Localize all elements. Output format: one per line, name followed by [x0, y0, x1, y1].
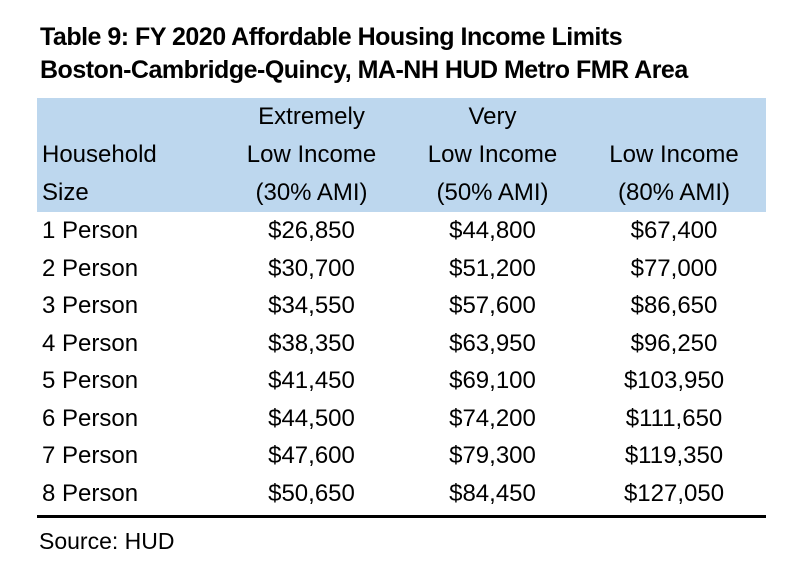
row-low-value: $111,650 — [625, 404, 723, 432]
header-cell-extremely-low-l1: Extremely — [258, 103, 365, 130]
row-extremely-low-value: $38,350 — [268, 329, 355, 357]
header-line-1: Extremely Very — [37, 98, 766, 136]
row-household-size: 6 Person — [42, 404, 139, 432]
row-household-size: 7 Person — [42, 442, 139, 469]
header-cell-household-l2: Household — [42, 141, 157, 168]
row-very-low-value: $79,300 — [449, 442, 536, 469]
row-household-size: 1 Person — [42, 217, 139, 244]
row-household-size: 8 Person — [42, 479, 139, 507]
page-title-line2: Boston-Cambridge-Quincy, MA-NH HUD Metro… — [40, 56, 688, 84]
row-low-value: $77,000 — [630, 254, 718, 282]
table-row: 4 Person $38,350 $63,950 $96,250 — [37, 325, 766, 363]
header-cell-very-low-l3: (50% AMI) — [436, 179, 549, 206]
table-header: Extremely Very Household Low Income Low … — [37, 98, 766, 212]
income-limits-table: Extremely Very Household Low Income Low … — [37, 98, 766, 518]
row-very-low-value: $74,200 — [449, 404, 536, 432]
row-low-value: $127,050 — [623, 479, 725, 507]
row-low-value: $119,350 — [624, 442, 724, 469]
row-extremely-low-value: $41,450 — [268, 367, 355, 394]
row-household-size: 3 Person — [42, 292, 139, 319]
header-line-2: Household Low Income Low Income Low Inco… — [37, 136, 766, 174]
header-cell-household-l3: Size — [42, 179, 89, 206]
row-low-value: $86,650 — [630, 292, 718, 319]
table-row: 6 Person $44,500 $74,200 $111,650 — [37, 400, 766, 438]
table-row: 3 Person $34,550 $57,600 $86,650 — [37, 287, 766, 325]
table-row: 2 Person $30,700 $51,200 $77,000 — [37, 250, 766, 288]
header-cell-low-l2: Low Income — [609, 141, 739, 168]
table-row: 5 Person $41,450 $69,100 $103,950 — [37, 362, 766, 400]
row-extremely-low-value: $26,850 — [268, 217, 355, 244]
header-cell-low-l3: (80% AMI) — [617, 179, 731, 206]
table-row: 1 Person $26,850 $44,800 $67,400 — [37, 212, 766, 250]
row-low-value: $96,250 — [630, 329, 718, 357]
header-cell-extremely-low-l3: (30% AMI) — [255, 179, 368, 206]
row-extremely-low-value: $34,550 — [268, 292, 355, 319]
row-low-value: $103,950 — [623, 367, 725, 394]
row-extremely-low-value: $50,650 — [268, 479, 355, 507]
row-low-value: $67,400 — [630, 217, 718, 244]
page-title-line1: Table 9: FY 2020 Affordable Housing Inco… — [40, 23, 623, 51]
row-extremely-low-value: $47,600 — [268, 442, 355, 469]
source-note: Source: HUD — [39, 528, 175, 554]
row-extremely-low-value: $30,700 — [268, 254, 355, 282]
row-very-low-value: $84,450 — [449, 479, 536, 507]
table-body: 1 Person $26,850 $44,800 $67,400 2 Perso… — [37, 212, 766, 512]
header-line-3: Size (30% AMI) (50% AMI) (80% AMI) — [37, 174, 766, 212]
header-cell-very-low-l2: Low Income — [427, 141, 558, 168]
page-title: Table 9: FY 2020 Affordable Housing Inco… — [40, 21, 688, 87]
header-cell-very-low-l1: Very — [468, 103, 517, 130]
row-household-size: 5 Person — [42, 367, 139, 394]
row-household-size: 4 Person — [42, 329, 139, 357]
row-extremely-low-value: $44,500 — [268, 404, 355, 432]
row-very-low-value: $57,600 — [449, 292, 536, 319]
table-row: 7 Person $47,600 $79,300 $119,350 — [37, 437, 766, 475]
row-very-low-value: $51,200 — [449, 254, 536, 282]
row-very-low-value: $44,800 — [449, 217, 536, 244]
row-very-low-value: $63,950 — [449, 329, 536, 357]
row-very-low-value: $69,100 — [449, 367, 536, 394]
header-cell-extremely-low-l2: Low Income — [246, 141, 377, 168]
table-row: 8 Person $50,650 $84,450 $127,050 — [37, 475, 766, 513]
row-household-size: 2 Person — [42, 254, 139, 282]
